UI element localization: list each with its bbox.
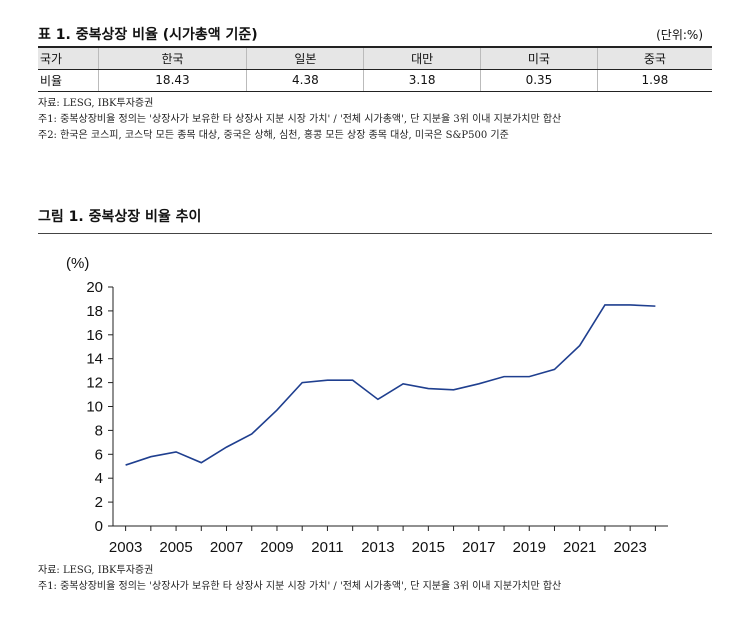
- header-country: 국가: [38, 46, 98, 70]
- x-tick-label: 2005: [159, 539, 192, 556]
- figure-source-note: 자료: LESG, IBK투자증권: [38, 565, 154, 576]
- y-axis-unit-label: (%): [66, 255, 89, 272]
- x-tick-label: 2013: [361, 539, 394, 556]
- header-usa: 미국: [480, 46, 598, 70]
- x-tick-label: 2015: [412, 539, 445, 556]
- y-tick-label: 20: [86, 279, 103, 296]
- figure-notes: 자료: LESG, IBK투자증권 주1: 중복상장비율 정의는 '상장사가 보…: [38, 563, 561, 595]
- y-tick-label: 12: [86, 375, 103, 392]
- table-unit: (단위:%): [656, 28, 703, 42]
- table-footnote-2: 주2: 한국은 코스피, 코스닥 모든 종목 대상, 중국은 상해, 심천, 홍…: [38, 130, 509, 141]
- x-axis-ticks: 2003 2005 2007 2009 2011 2013 2015 2017 2019 2021…: [109, 526, 656, 556]
- row-label-ratio: 비율: [38, 69, 98, 92]
- figure-title: 그림 1. 중복상장 비율 추이: [38, 209, 202, 225]
- value-korea: 18.43: [97, 69, 247, 92]
- chart-series: [125, 304, 656, 466]
- y-tick-label: 16: [86, 327, 103, 344]
- x-tick-label: 2023: [613, 539, 646, 556]
- y-tick-label: 6: [95, 446, 103, 463]
- x-tick-label: 2009: [260, 539, 293, 556]
- header-korea: 한국: [97, 46, 247, 70]
- y-tick-label: 2: [95, 494, 103, 511]
- value-taiwan: 3.18: [363, 69, 481, 92]
- y-tick-label: 18: [86, 303, 103, 320]
- listing-ratio-table: 국가 한국 일본 대만 미국 중국 비율 18.43 4.38 3.18 0.3…: [38, 46, 712, 92]
- x-tick-label: 2017: [462, 539, 495, 556]
- table-footnote-1: 주1: 중복상장비율 정의는 '상장사가 보유한 타 상장사 지분 시장 가치'…: [38, 114, 562, 125]
- value-china: 1.98: [596, 69, 712, 92]
- table-source-note: 자료: LESG, IBK투자증권: [38, 98, 154, 109]
- y-tick-label: 0: [95, 518, 103, 535]
- header-taiwan: 대만: [363, 46, 481, 70]
- y-axis-ticks: 0 2 4 6 8 10 12 14 16 18 20: [86, 279, 113, 535]
- table-row: 비율 18.43 4.38 3.18 0.35 1.98: [38, 69, 712, 92]
- chart-axes: [112, 287, 668, 527]
- value-japan: 4.38: [246, 69, 364, 92]
- x-tick-label: 2007: [210, 539, 243, 556]
- header-japan: 일본: [246, 46, 364, 70]
- figure-footnote-1: 주1: 중복상장비율 정의는 '상장사가 보유한 타 상장사 지분 시장 가치'…: [38, 581, 562, 592]
- series-line: [125, 304, 656, 466]
- x-tick-label: 2011: [311, 539, 343, 556]
- figure-title-rule: [38, 233, 712, 234]
- table-title: 표 1. 중복상장 비율 (시가총액 기준): [38, 27, 258, 43]
- y-tick-label: 4: [95, 470, 103, 487]
- y-tick-label: 10: [86, 399, 103, 416]
- table-header-row: 국가 한국 일본 대만 미국 중국: [38, 46, 712, 70]
- header-china: 중국: [596, 46, 712, 70]
- y-tick-label: 14: [86, 351, 103, 368]
- y-tick-label: 8: [95, 422, 103, 439]
- x-tick-label: 2019: [513, 539, 546, 556]
- table-notes: 자료: LESG, IBK투자증권 주1: 중복상장비율 정의는 '상장사가 보…: [38, 96, 561, 144]
- x-tick-label: 2021: [563, 539, 596, 556]
- value-usa: 0.35: [480, 69, 598, 92]
- x-tick-label: 2003: [109, 539, 142, 556]
